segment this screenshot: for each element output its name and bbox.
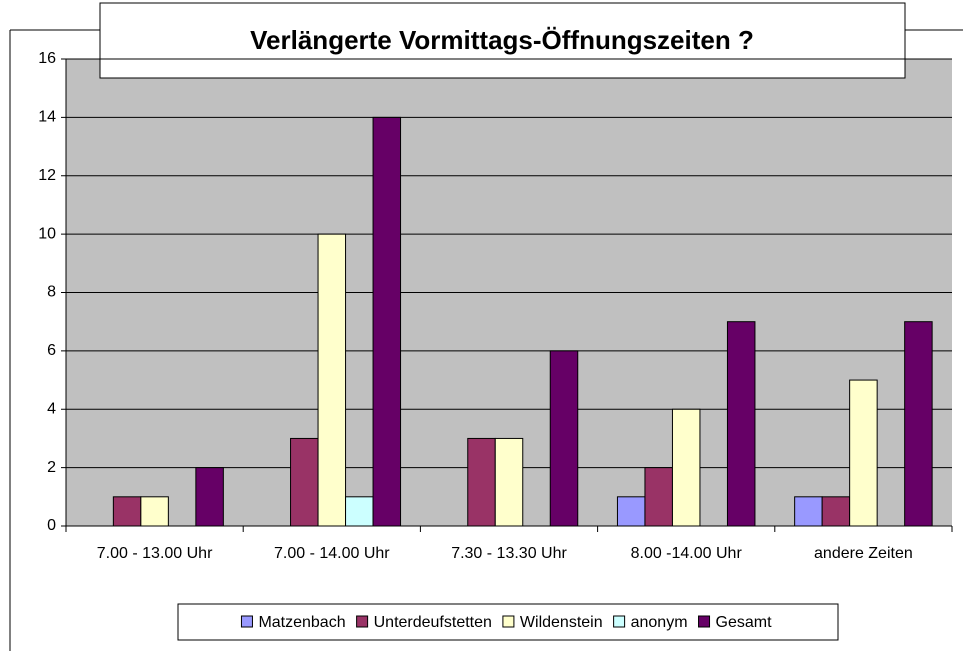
bar: [372, 116, 402, 527]
bar: [494, 437, 524, 527]
bar: [112, 496, 142, 527]
legend-swatch: [502, 615, 515, 628]
legend-label: Unterdeufstetten: [374, 614, 492, 631]
bar: [671, 408, 701, 527]
legend-label: Gesamt: [716, 614, 773, 631]
y-tick-label: 14: [38, 109, 56, 126]
bar: [195, 467, 224, 527]
bar: [644, 467, 673, 527]
legend-swatch: [698, 615, 711, 628]
bar: [616, 496, 646, 527]
x-tick-label: 7.00 - 13.00 Uhr: [96, 545, 213, 562]
bar: [794, 496, 823, 527]
bar: [549, 350, 579, 527]
y-tick-label: 16: [38, 50, 56, 67]
legend-swatch: [613, 615, 626, 628]
chart-title: Verlängerte Vormittags-Öffnungszeiten ?: [250, 25, 754, 55]
y-tick-label: 10: [38, 225, 56, 242]
legend-label: Wildenstein: [520, 614, 603, 631]
legend-swatch: [240, 615, 253, 628]
legend-label: Matzenbach: [258, 614, 345, 631]
bar: [904, 321, 933, 527]
bar: [140, 496, 169, 527]
y-tick-label: 2: [47, 459, 56, 476]
x-tick-label: andere Zeiten: [814, 545, 913, 562]
bar: [345, 496, 374, 527]
y-tick-label: 6: [47, 342, 56, 359]
y-tick-label: 0: [47, 517, 56, 534]
x-tick-label: 7.30 - 13.30 Uhr: [451, 545, 567, 562]
bar: [467, 437, 496, 527]
y-tick-label: 12: [38, 167, 56, 184]
x-tick-label: 7.00 - 14.00 Uhr: [273, 545, 390, 562]
y-tick-label: 4: [47, 400, 56, 417]
bar: [726, 321, 756, 527]
bar: [849, 379, 878, 527]
bar: [821, 496, 851, 527]
legend-swatch: [356, 615, 369, 628]
x-tick-label: 8.00 -14.00 Uhr: [630, 545, 742, 562]
bar: [317, 233, 347, 527]
title-box: [99, 2, 906, 79]
legend-label: anonym: [631, 614, 688, 631]
bar: [290, 437, 319, 527]
y-tick-label: 8: [47, 284, 56, 301]
